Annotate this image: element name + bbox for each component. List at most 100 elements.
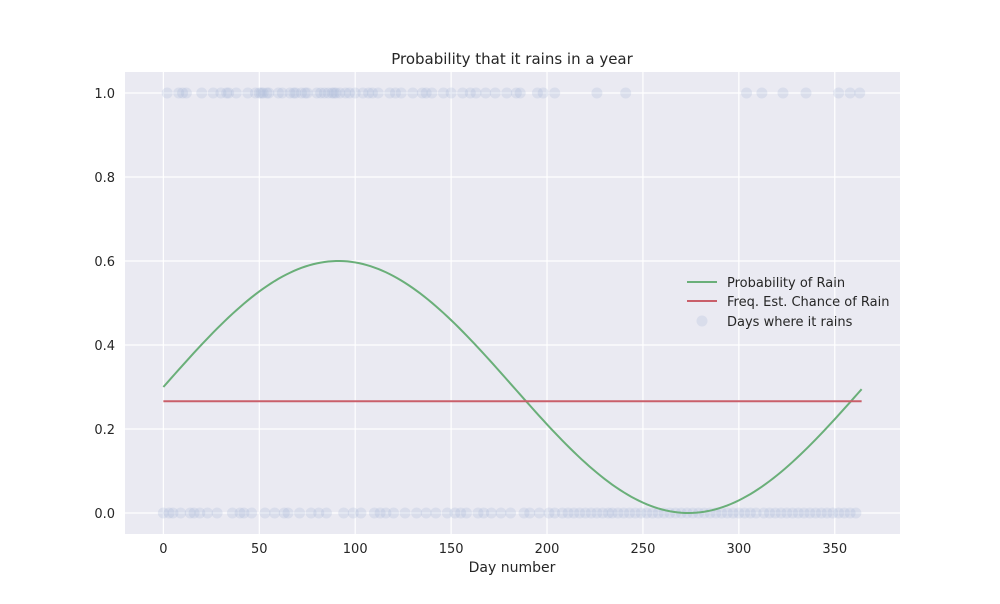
rain-day-point [238, 507, 250, 519]
rain-day-point [343, 87, 355, 99]
rain-day-point [602, 507, 614, 519]
x-tick-label: 50 [251, 542, 268, 557]
rain-day-point [326, 87, 338, 99]
x-tick-label: 0 [159, 542, 167, 557]
legend-label-probability: Probability of Rain [727, 276, 845, 291]
rain-day-point [319, 87, 331, 99]
rain-day-point [792, 507, 804, 519]
rain-day-point [821, 507, 833, 519]
rain-day-point [263, 87, 275, 99]
rain-day-point [184, 507, 196, 519]
rain-day-point [556, 507, 568, 519]
rain-day-point [537, 87, 549, 99]
rain-day-point [315, 87, 327, 99]
rain-day-point [269, 507, 281, 519]
rain-day-point [464, 87, 476, 99]
rain-day-point [305, 507, 317, 519]
rain-day-point [175, 507, 187, 519]
rain-day-point [838, 507, 850, 519]
chart-title: Probability that it rains in a year [391, 50, 633, 68]
rain-day-point [741, 87, 753, 99]
rain-day-point [445, 87, 457, 99]
rain-day-point [591, 507, 603, 519]
rain-day-point [389, 87, 401, 99]
rain-day-point [480, 87, 492, 99]
rain-day-point [844, 507, 856, 519]
rain-day-point [259, 507, 271, 519]
rain-day-point [827, 507, 839, 519]
rain-day-point [328, 87, 340, 99]
rain-day-point [549, 87, 561, 99]
legend: Probability of Rain Freq. Est. Chance of… [687, 276, 889, 330]
probability-of-rain-line [162, 260, 863, 515]
rain-day-point [815, 507, 827, 519]
rain-day-point [384, 87, 396, 99]
rain-day-point [455, 507, 467, 519]
x-axis-label: Day number [469, 560, 556, 576]
rain-day-point [568, 507, 580, 519]
x-tick-label: 250 [631, 542, 656, 557]
rain-day-point [756, 87, 768, 99]
rain-day-point [221, 87, 233, 99]
rain-day-point [472, 507, 484, 519]
rain-day-point [411, 507, 423, 519]
rain-day-point [420, 507, 432, 519]
rain-day-point [357, 87, 369, 99]
y-tick-label: 0.8 [94, 171, 115, 186]
x-tick-label: 350 [822, 542, 847, 557]
rain-day-point [777, 87, 789, 99]
x-tick-label: 100 [343, 542, 368, 557]
rain-day-point [295, 87, 307, 99]
rain-day-point [750, 507, 762, 519]
rain-day-point [549, 507, 561, 519]
rain-day-point [543, 507, 555, 519]
rain-day-point [430, 507, 442, 519]
grid-layer [125, 72, 900, 534]
rain-day-point [234, 507, 246, 519]
rain-day-point [781, 507, 793, 519]
rain-day-point [261, 87, 273, 99]
rain-day-point [372, 87, 384, 99]
rain-day-point [739, 507, 751, 519]
x-tick-label: 150 [439, 542, 464, 557]
rain-day-point [349, 87, 361, 99]
rain-day-point [620, 87, 632, 99]
rain-day-point [524, 507, 536, 519]
rain-day-point [201, 507, 213, 519]
x-tick-labels: 0 50 100 150 200 250 300 350 [159, 542, 847, 557]
rain-day-point [501, 87, 513, 99]
rain-day-point [368, 507, 380, 519]
rain-day-point [294, 507, 306, 519]
x-tick-label: 200 [535, 542, 560, 557]
rain-day-point [399, 507, 411, 519]
rain-day-point [334, 87, 346, 99]
rain-day-point [163, 507, 175, 519]
rain-day-point [330, 87, 342, 99]
rain-day-point [338, 507, 350, 519]
rain-day-point [787, 507, 799, 519]
rain-day-point [618, 507, 630, 519]
rain-day-point [226, 507, 238, 519]
rain-day-point [591, 87, 603, 99]
rain-day-point [395, 87, 407, 99]
rain-day-point [313, 507, 325, 519]
rain-day-point [301, 87, 313, 99]
y-tick-label: 0.2 [94, 423, 115, 438]
legend-label-freq: Freq. Est. Chance of Rain [727, 295, 889, 310]
rain-day-point [249, 87, 261, 99]
rain-day-point [177, 87, 189, 99]
rain-day-point [460, 507, 472, 519]
rain-day-point [833, 87, 845, 99]
y-tick-labels: 0.0 0.2 0.4 0.6 0.8 1.0 [94, 87, 115, 522]
rain-day-point [161, 87, 173, 99]
rain-day-point [188, 507, 200, 519]
rain-day-point [624, 507, 636, 519]
rain-day-point [562, 507, 574, 519]
rain-day-point [207, 87, 219, 99]
rain-day-point [299, 87, 311, 99]
rain-day-point [833, 507, 845, 519]
rain-day-point [157, 507, 169, 519]
rain-day-point [194, 507, 206, 519]
rain-day-point [505, 507, 517, 519]
